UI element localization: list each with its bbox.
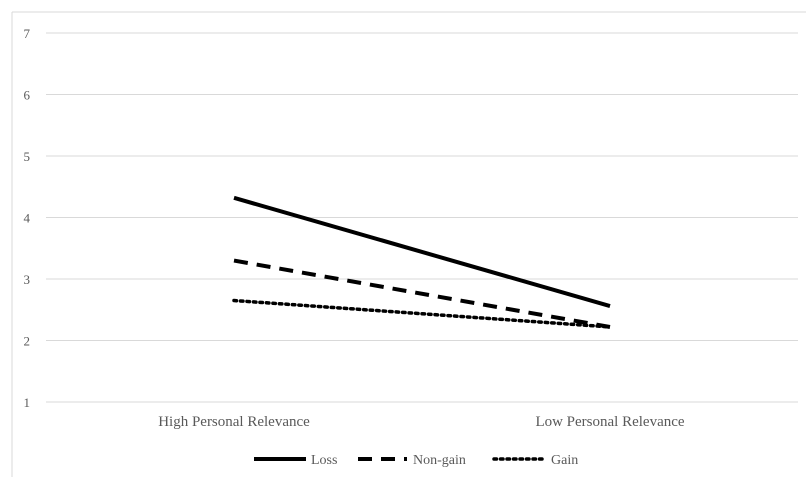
legend: Loss Non-gain Gain bbox=[254, 453, 578, 468]
y-tick-label: 1 bbox=[24, 395, 31, 410]
y-tick-label: 6 bbox=[24, 88, 31, 103]
gridlines bbox=[46, 32, 798, 403]
series-lines bbox=[232, 195, 612, 329]
y-tick-label: 4 bbox=[24, 211, 31, 226]
series-line-non-gain bbox=[233, 258, 611, 329]
legend-label: Loss bbox=[311, 453, 337, 468]
x-tick-label: High Personal Relevance bbox=[158, 414, 310, 430]
x-axis-tick-labels: High Personal Relevance Low Personal Rele… bbox=[158, 414, 685, 430]
series-line-loss bbox=[233, 195, 611, 308]
legend-label: Gain bbox=[551, 453, 578, 468]
y-tick-label: 3 bbox=[24, 272, 31, 287]
y-tick-label: 5 bbox=[24, 149, 31, 164]
x-tick-label: Low Personal Relevance bbox=[535, 414, 684, 430]
y-tick-label: 2 bbox=[24, 334, 31, 349]
y-axis-tick-labels: 1 2 3 4 5 6 7 bbox=[24, 26, 31, 410]
legend-label: Non-gain bbox=[413, 453, 466, 468]
series-line-gain bbox=[232, 298, 612, 329]
y-tick-label: 7 bbox=[24, 26, 31, 41]
